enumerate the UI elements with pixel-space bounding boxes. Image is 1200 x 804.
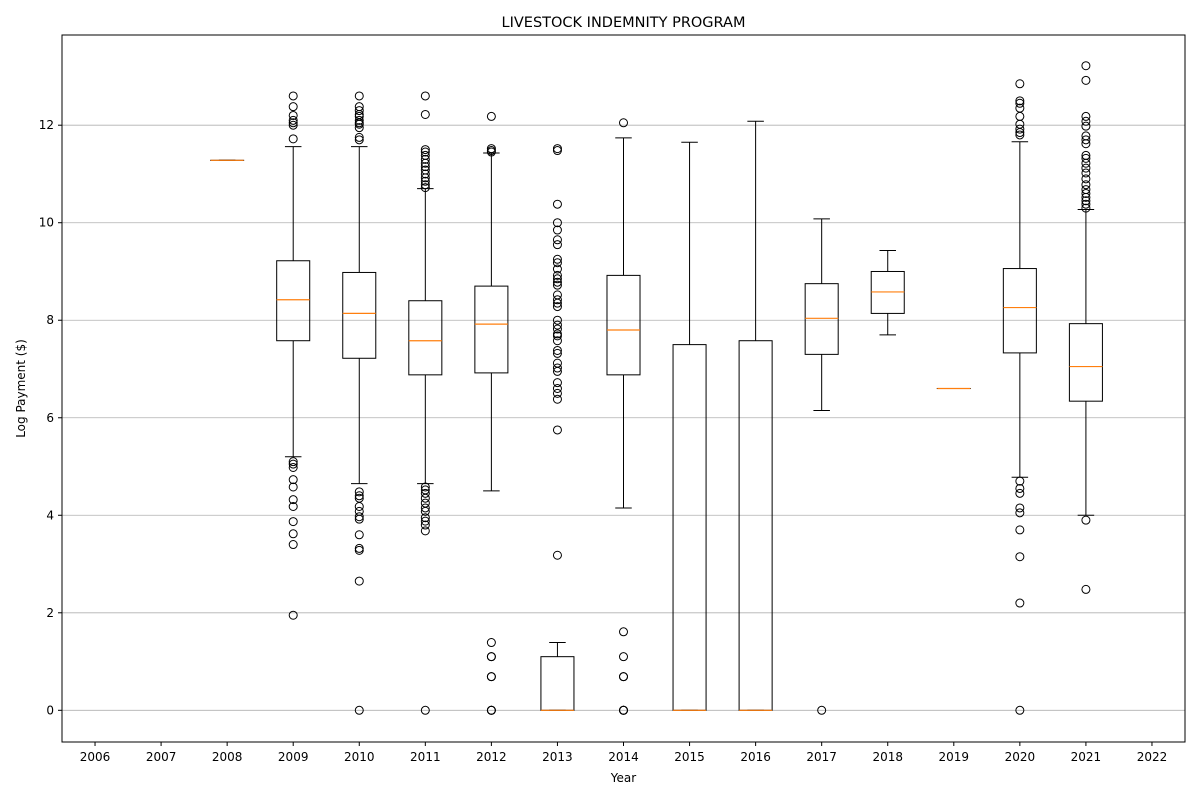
- x-tick-label: 2010: [344, 750, 375, 764]
- y-tick-label: 12: [39, 118, 54, 132]
- x-tick-label: 2020: [1005, 750, 1036, 764]
- x-tick-label: 2016: [740, 750, 771, 764]
- y-tick-label: 2: [46, 606, 54, 620]
- x-tick-label: 2014: [608, 750, 639, 764]
- x-tick-label: 2011: [410, 750, 441, 764]
- x-tick-label: 2012: [476, 750, 507, 764]
- x-tick-label: 2013: [542, 750, 573, 764]
- y-tick-label: 10: [39, 216, 54, 230]
- chart-title: LIVESTOCK INDEMNITY PROGRAM: [502, 15, 746, 31]
- x-tick-label: 2015: [674, 750, 705, 764]
- y-tick-label: 4: [46, 508, 54, 522]
- x-tick-label: 2017: [806, 750, 837, 764]
- x-tick-label: 2008: [212, 750, 243, 764]
- x-tick-label: 2022: [1137, 750, 1168, 764]
- x-tick-label: 2021: [1071, 750, 1102, 764]
- x-tick-label: 2009: [278, 750, 309, 764]
- x-tick-label: 2007: [146, 750, 177, 764]
- y-tick-label: 8: [46, 313, 54, 327]
- x-axis-label: Year: [610, 771, 636, 785]
- x-tick-label: 2019: [939, 750, 970, 764]
- y-axis-label: Log Payment ($): [14, 339, 28, 438]
- x-tick-label: 2018: [872, 750, 903, 764]
- y-tick-label: 0: [46, 703, 54, 717]
- x-tick-label: 2006: [80, 750, 111, 764]
- y-tick-label: 6: [46, 411, 54, 425]
